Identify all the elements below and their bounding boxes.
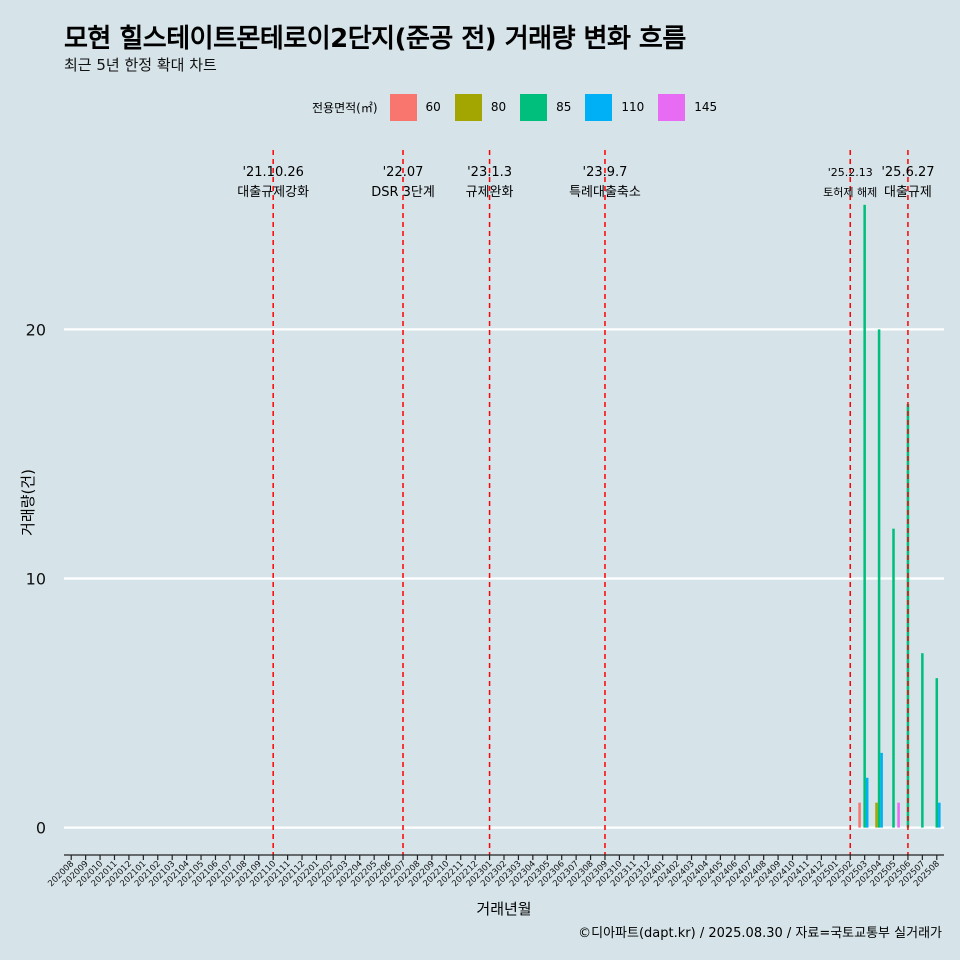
event-date-3: '23.9.7	[583, 165, 628, 180]
bar-202508-110	[938, 802, 941, 828]
legend-swatch-145	[658, 93, 686, 121]
y-axis-title: 거래량(건)	[19, 469, 37, 536]
event-label-0: 대출규제강화	[237, 185, 309, 200]
bar-202503-85	[863, 204, 866, 828]
bar-202503-60	[858, 802, 861, 828]
bar-202505-145	[897, 802, 900, 828]
bar-202508-85	[935, 678, 939, 828]
bar-202504-85	[877, 329, 881, 828]
x-axis-title: 거래년월	[476, 900, 531, 918]
legend: 전용면적(㎡) 60 80 85 110 145	[312, 93, 731, 121]
y-tick-label-0: 0	[36, 819, 46, 838]
event-label-3: 특례대출축소	[569, 185, 641, 200]
legend-item-85: 85	[520, 93, 572, 121]
bar-202504-80	[875, 802, 878, 828]
legend-item-145: 145	[658, 93, 718, 121]
event-date-0: '21.10.26	[242, 165, 303, 180]
event-label-2: 규제완화	[466, 185, 514, 200]
chart-subtitle: 최근 5년 한정 확대 차트	[64, 56, 217, 74]
legend-label-80: 80	[490, 100, 507, 114]
legend-swatch-110	[585, 93, 613, 121]
legend-swatch-80	[454, 93, 482, 121]
event-label-1: DSR 3단계	[371, 185, 435, 200]
y-tick-label-10: 10	[26, 569, 46, 588]
event-label-4: 토허제 해제	[823, 185, 877, 199]
bar-202504-110	[880, 752, 883, 828]
event-date-4: '25.2.13	[828, 166, 873, 179]
event-label-5: 대출규제	[884, 185, 932, 200]
source-caption: ©디아파트(dapt.kr) / 2025.08.30 / 자료=국토교통부 실…	[578, 926, 942, 941]
event-date-5: '25.6.27	[881, 165, 934, 180]
legend-swatch-85	[520, 93, 548, 121]
bar-202505-85	[892, 528, 895, 828]
legend-label-85: 85	[556, 100, 572, 114]
legend-label-110: 110	[621, 100, 645, 114]
chart-title: 모현 힐스테이트몬테로이2단지(준공 전) 거래량 변화 흐름	[64, 24, 686, 54]
bar-202503-110	[865, 777, 869, 828]
legend-item-60: 60	[389, 93, 441, 121]
legend-label-145: 145	[694, 100, 718, 114]
legend-title: 전용면적(㎡)	[312, 100, 378, 115]
legend-item-110: 110	[585, 93, 645, 121]
legend-swatch-60	[389, 93, 417, 121]
event-date-2: '23.1.3	[467, 165, 512, 180]
legend-item-80: 80	[454, 93, 507, 121]
bar-202506-85	[906, 404, 910, 828]
bar-202507-85	[921, 653, 924, 828]
event-date-1: '22.07	[383, 165, 424, 180]
y-tick-label-20: 20	[26, 320, 46, 339]
legend-label-60: 60	[425, 100, 441, 114]
